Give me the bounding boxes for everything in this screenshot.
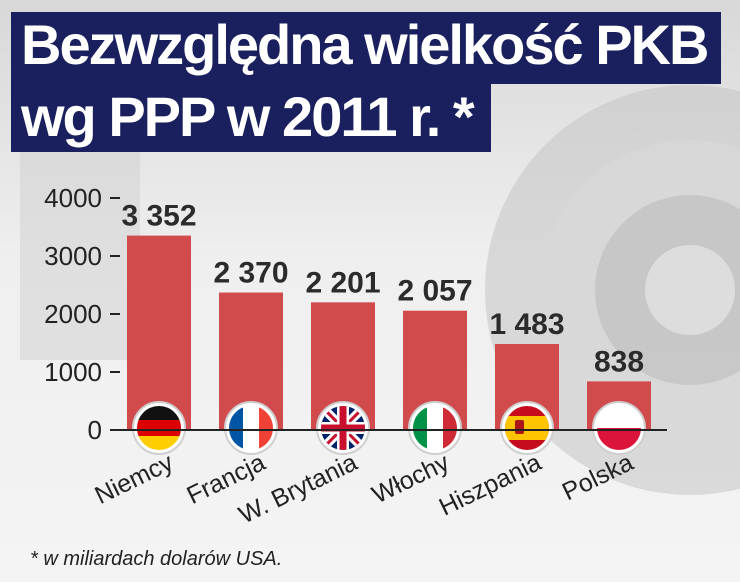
value-label: 1 483 — [489, 308, 564, 341]
y-tick-label: 0 — [88, 415, 102, 445]
chart-title-line-1: Bezwzględna wielkość PKB — [11, 12, 722, 84]
category-label: Polska — [558, 448, 638, 506]
italy-flag-icon — [408, 401, 462, 455]
uk-flag-icon — [316, 401, 370, 455]
value-label: 3 352 — [121, 200, 196, 233]
germany-flag-icon — [132, 401, 186, 455]
value-label: 838 — [594, 345, 644, 378]
category-label: Hiszpania — [435, 448, 546, 521]
poland-flag-icon — [592, 401, 646, 455]
y-tick-label: 1000 — [44, 357, 102, 387]
y-tick-label: 2000 — [44, 299, 102, 329]
bar-niemcy — [127, 235, 191, 430]
y-tick-label: 4000 — [44, 183, 102, 213]
chart-title-line-2: wg PPP w 2011 r. * — [11, 84, 491, 152]
value-label: 2 370 — [213, 257, 288, 290]
spain-flag-icon — [500, 401, 554, 455]
y-tick-label: 3000 — [44, 241, 102, 271]
france-flag-icon — [224, 401, 278, 455]
value-label: 2 201 — [305, 266, 380, 299]
value-label: 2 057 — [397, 275, 472, 308]
category-label: Niemcy — [90, 448, 178, 510]
footnote: * w miliardach dolarów USA. — [30, 548, 283, 570]
